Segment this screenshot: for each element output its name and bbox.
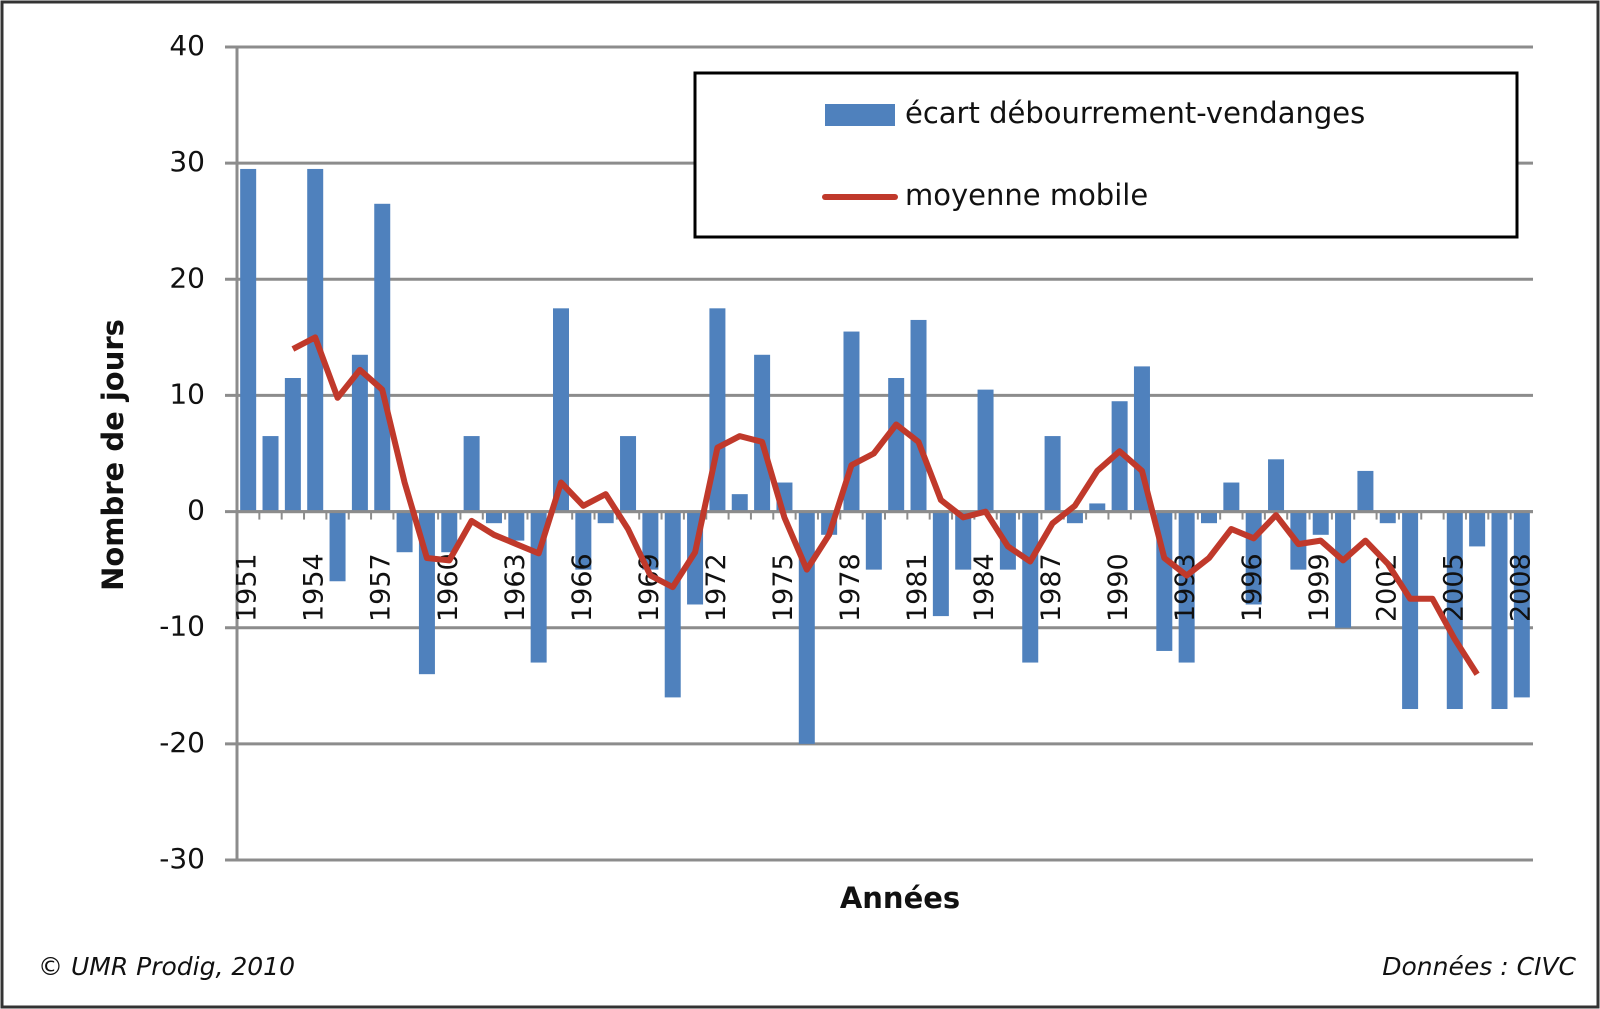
bar	[1469, 511, 1486, 547]
bar	[575, 511, 592, 570]
bar	[731, 494, 748, 512]
bar	[754, 354, 771, 512]
bar	[374, 203, 391, 512]
bar	[1178, 511, 1195, 663]
bar	[1513, 511, 1530, 698]
bar	[1335, 511, 1352, 628]
x-tick-label: 1984	[969, 553, 1000, 622]
legend-label: écart débourrement-vendanges	[905, 96, 1365, 130]
x-tick-label: 1963	[500, 553, 531, 622]
bar	[485, 511, 502, 524]
footer-left: © UMR Prodig, 2010	[38, 952, 295, 981]
bar	[463, 436, 480, 512]
x-tick-label: 1966	[567, 553, 598, 622]
bar	[798, 511, 815, 744]
moving-average-line	[291, 334, 1480, 676]
x-axis-label: Années	[840, 881, 960, 915]
bar	[240, 168, 257, 512]
y-tick-label: -30	[159, 842, 205, 875]
bar	[508, 511, 525, 541]
bar	[329, 511, 346, 582]
bar	[1357, 470, 1374, 512]
bar	[620, 436, 637, 512]
bar	[1089, 503, 1106, 512]
x-tick-label: 1981	[902, 553, 933, 622]
x-tick-label: 2008	[1505, 553, 1536, 622]
y-tick-label: 0	[187, 494, 205, 527]
bar	[888, 378, 905, 512]
bar	[396, 511, 413, 553]
x-tick-label: 1996	[1237, 553, 1268, 622]
bar	[642, 511, 659, 570]
bar	[441, 511, 458, 553]
bar	[1066, 511, 1083, 524]
x-tick-label: 1990	[1103, 553, 1134, 622]
x-tick-label: 1957	[366, 553, 397, 622]
y-tick-label: 20	[169, 261, 205, 294]
bar	[1446, 511, 1463, 710]
y-axis-label: Nombre de jours	[96, 319, 130, 591]
bar	[351, 354, 368, 512]
x-tick-label: 1978	[835, 553, 866, 622]
bar	[932, 511, 949, 617]
bar	[843, 331, 860, 512]
legend-box	[693, 71, 1519, 239]
bar	[955, 511, 972, 570]
x-tick-label: 1999	[1304, 553, 1335, 622]
bar	[284, 378, 301, 512]
bar	[865, 511, 882, 570]
x-tick-label: 1987	[1036, 553, 1067, 622]
y-tick-label: 30	[169, 145, 205, 178]
bar	[1223, 482, 1240, 512]
bar	[1201, 511, 1217, 524]
x-tick-label: 1951	[232, 553, 263, 622]
bar	[1268, 459, 1285, 512]
x-tick-label: 1975	[768, 553, 799, 622]
bar	[262, 436, 279, 512]
bar	[1491, 511, 1508, 710]
x-tick-label: 2005	[1438, 553, 1469, 622]
bar	[910, 319, 927, 512]
x-tick-label: 1972	[701, 553, 732, 622]
x-tick-label: 1969	[634, 553, 665, 622]
bar	[664, 511, 681, 698]
y-tick-label: 40	[169, 29, 205, 62]
y-tick-label: 10	[169, 377, 205, 410]
bar	[597, 511, 614, 524]
bar	[1402, 511, 1419, 710]
x-tick-label: 1960	[433, 553, 464, 622]
footer-right: Données : CIVC	[1382, 952, 1576, 981]
bar	[1044, 436, 1061, 512]
bar	[977, 389, 994, 512]
legend-swatch	[825, 104, 895, 126]
bar	[1312, 511, 1329, 535]
y-tick-label: -10	[159, 610, 205, 643]
legend-label: moyenne mobile	[905, 178, 1148, 212]
bar	[1111, 401, 1128, 512]
bar	[1379, 511, 1396, 524]
x-tick-label: 1954	[299, 553, 330, 622]
bar	[999, 511, 1016, 570]
bar	[553, 308, 569, 512]
y-tick-label: -20	[159, 726, 205, 759]
